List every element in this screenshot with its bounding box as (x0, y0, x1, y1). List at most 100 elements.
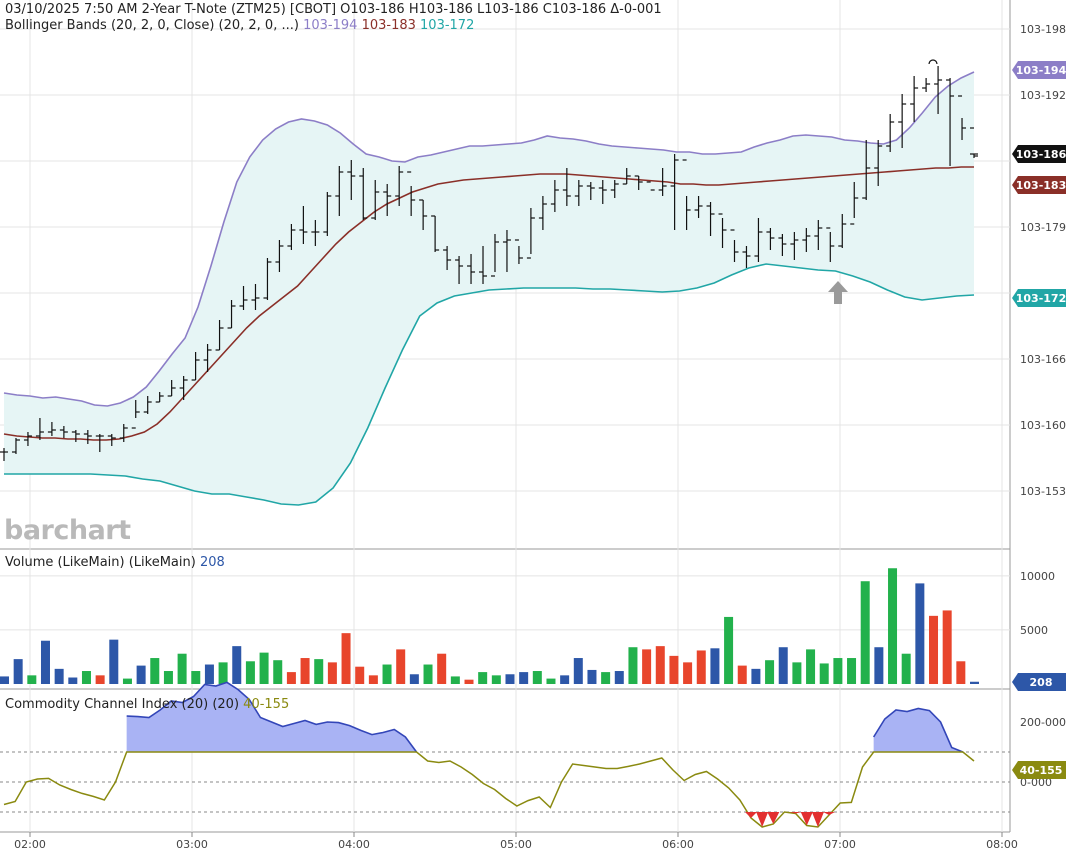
ohlc-bar (910, 76, 919, 122)
volume-value: 208 (199, 555, 225, 570)
ohlc-bar (790, 232, 799, 260)
cci-tick-label: 200-000 (1020, 716, 1066, 729)
ohlc-bar (23, 432, 32, 446)
ohlc-bar (586, 182, 595, 200)
bollinger-middle-value: 103-183 (361, 18, 416, 33)
middle-band-tag-text: 103-183 (1016, 179, 1067, 192)
ohlc-bar (215, 320, 224, 351)
volume-bar (505, 674, 515, 684)
volume-bar (437, 653, 447, 684)
price-tick-label: 103-192 (1020, 89, 1066, 102)
cci-oversold-fill (745, 812, 758, 818)
volume-bar (765, 660, 775, 684)
ohlc-bar (131, 400, 140, 429)
ohlc-bar (574, 180, 583, 206)
volume-bar (218, 662, 228, 684)
ohlc-bar (311, 220, 320, 246)
volume-bar (847, 658, 857, 684)
ohlc-bar (59, 426, 68, 438)
ohlc-bar (227, 300, 236, 329)
volume-bar (245, 661, 255, 684)
ohlc-bar (323, 192, 332, 236)
volume-bar (710, 648, 720, 684)
ohlc-bar (203, 344, 212, 372)
ohlc-bar (814, 220, 823, 250)
volume-bar (163, 671, 173, 684)
price-tick-label: 103-153 (1020, 485, 1066, 498)
volume-bar (382, 664, 392, 684)
ohlc-bar (179, 376, 188, 400)
ohlc-bar (95, 434, 104, 452)
ohlc-bar (11, 438, 20, 454)
volume-bar (942, 610, 952, 684)
volume-tick-label: 10000 (1020, 570, 1055, 583)
ohlc-bar (359, 168, 368, 220)
last-price-tag: 103-186 (1012, 145, 1067, 163)
ohlc-bar (850, 182, 859, 225)
ohlc-bar (610, 180, 619, 198)
upper-band-tag: 103-194 (1012, 61, 1067, 79)
ohlc-bar (562, 168, 571, 206)
volume-bar (778, 647, 788, 684)
volume-bar (573, 658, 583, 684)
lower-band-tag-text: 103-172 (1016, 292, 1067, 305)
ohlc-bar (742, 246, 751, 268)
ohlc-bar (514, 239, 523, 264)
ohlc-bar (263, 258, 272, 300)
volume-bar (409, 674, 419, 684)
volume-bar (423, 664, 433, 684)
volume-bar (368, 675, 378, 684)
price-tick-label: 103-179 (1020, 221, 1066, 234)
bollinger-middle-line (3, 166, 974, 441)
ohlc-bar (886, 114, 895, 152)
volume-bar (642, 649, 652, 684)
ohlc-bar (371, 180, 380, 220)
ohlc-bar (335, 166, 344, 216)
volume-bar (683, 662, 693, 684)
ohlc-bar (251, 284, 260, 310)
ohlc-bar (550, 180, 559, 212)
ohlc-bar (479, 246, 488, 284)
ohlc-bar (347, 160, 356, 200)
x-tick-label: 08:00 (986, 838, 1018, 851)
volume-bar (314, 659, 324, 684)
ohlc-bar (946, 78, 955, 166)
last-price-tag-text: 103-186 (1016, 148, 1067, 161)
price-tick-label: 103-166 (1020, 353, 1066, 366)
cci-oversold-fill (811, 812, 824, 827)
volume-bar (68, 677, 78, 684)
volume-bar (491, 675, 501, 684)
ohlc-bar (0, 448, 8, 461)
volume-bar (136, 665, 146, 684)
up-arrow-icon (828, 281, 848, 304)
cci-oversold-fill (800, 812, 813, 826)
bollinger-upper-line (3, 71, 975, 407)
lower-band-tag: 103-172 (1012, 289, 1066, 307)
ohlc-bar (970, 127, 978, 158)
ohlc-bar (443, 246, 452, 270)
volume-bar (628, 647, 638, 684)
ohlc-bar (958, 95, 967, 140)
volume-bar (191, 671, 201, 684)
volume-bar (450, 676, 460, 684)
volume-bar (792, 662, 802, 684)
volume-bar (724, 616, 734, 684)
volume-bar (300, 658, 310, 684)
barchart-logo: barchart (4, 515, 131, 546)
volume-bar (696, 650, 706, 684)
ohlc-bar (83, 430, 92, 444)
bollinger-upper-value: 103-194 (303, 18, 358, 33)
ohlc-bar (646, 181, 655, 191)
volume-bar (464, 679, 474, 684)
last-price-tag-shape (1012, 145, 1066, 163)
volume-bar (860, 581, 870, 684)
middle-band-tag: 103-183 (1012, 176, 1066, 194)
middle-band-tag-shape (1012, 176, 1066, 194)
volume-bar (478, 672, 488, 684)
chart-header: 03/10/2025 7:50 AM 2-Year T-Note (ZTM25)… (5, 2, 662, 17)
x-tick-label: 05:00 (500, 838, 532, 851)
ohlc-bar (898, 94, 907, 148)
volume-bar (122, 678, 132, 684)
volume-bar (901, 653, 911, 684)
